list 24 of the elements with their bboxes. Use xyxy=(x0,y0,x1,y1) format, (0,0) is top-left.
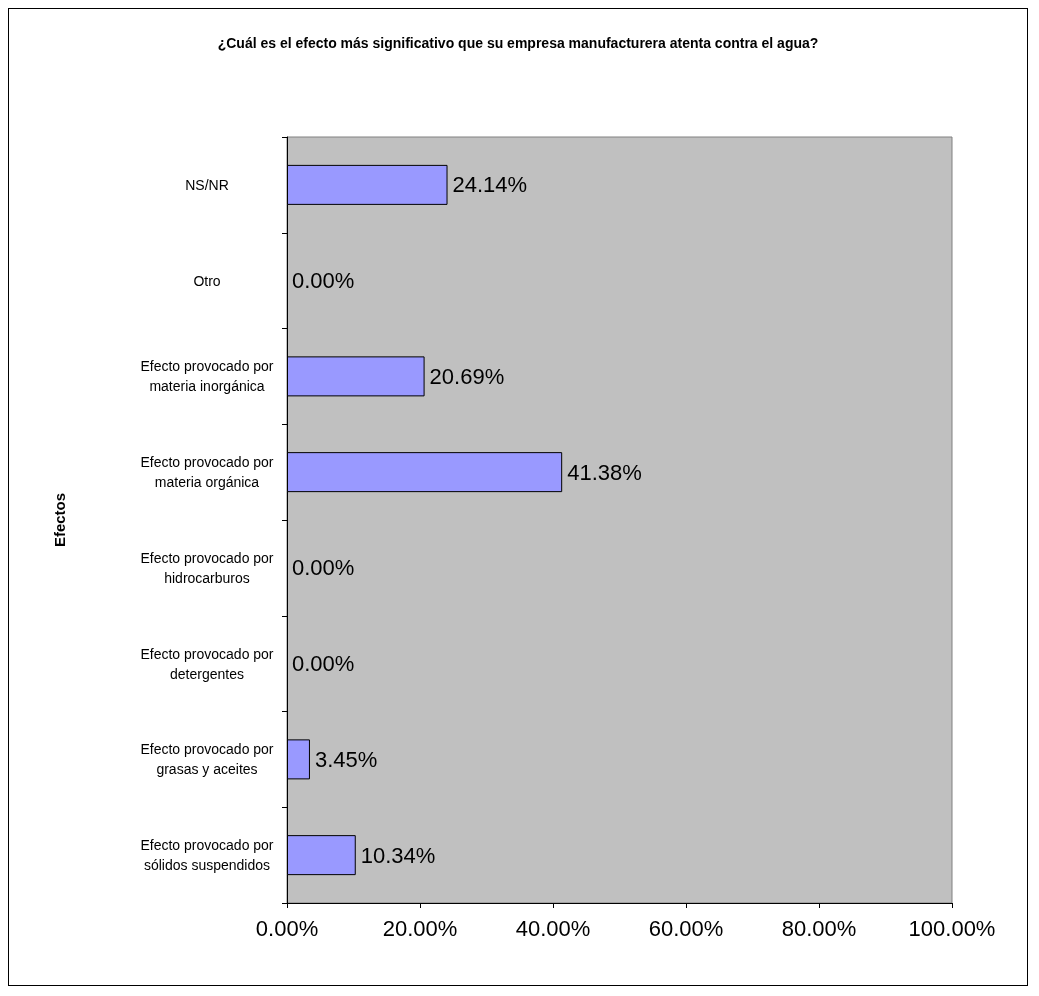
y-tick-label: Efecto provocado por materia inorgánica xyxy=(140,358,274,395)
x-tick-label: 40.00% xyxy=(515,915,591,941)
data-label: 10.34% xyxy=(360,842,436,868)
data-label: 0.00% xyxy=(292,555,355,581)
y-tick-label: Efecto provocado por grasas y aceites xyxy=(140,741,274,778)
chart-title: ¿Cuál es el efecto más significativo que su empresa manufacturera atenta contra el agua? xyxy=(217,35,819,51)
y-tick-label: Efecto provocado por materia orgánica xyxy=(140,454,274,491)
y-tick-label: Efecto provocado por hidrocarburos xyxy=(140,549,274,586)
x-tick-label: 20.00% xyxy=(382,915,458,941)
data-label: 41.38% xyxy=(567,459,642,485)
data-label: 0.00% xyxy=(292,268,355,294)
x-tick-label: 100.00% xyxy=(908,915,996,941)
y-tick-label: Efecto provocado por sólidos suspendidos xyxy=(140,837,274,874)
x-tick-label: 60.00% xyxy=(648,915,724,941)
y-axis-title: Efectos xyxy=(51,492,68,548)
y-tick-label: NS/NR xyxy=(185,176,229,193)
data-label: 20.69% xyxy=(429,363,505,389)
data-label: 0.00% xyxy=(292,651,355,677)
y-tick-label: Efecto provocado por detergentes xyxy=(140,645,274,682)
x-tick-label: 80.00% xyxy=(781,915,857,941)
y-tick-label: Otro xyxy=(193,272,221,289)
x-tick-label: 0.00% xyxy=(255,915,319,941)
data-label: 24.14% xyxy=(452,172,528,198)
data-label: 3.45% xyxy=(314,746,378,772)
